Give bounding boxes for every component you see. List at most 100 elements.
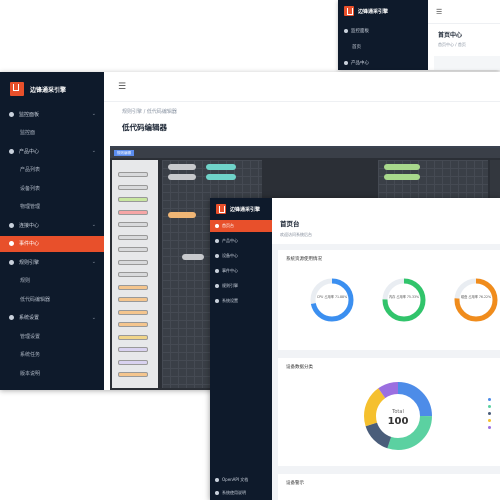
back-breadcrumb: 首页中心 / 首页 — [438, 42, 466, 47]
front-sidebar-item[interactable]: 产品中心 — [210, 235, 272, 247]
sidebar-item[interactable]: 版本说明 — [0, 365, 104, 381]
sidebar-item-label: 管理设置 — [20, 333, 41, 340]
front-sidebar-label: 系统设置 — [222, 298, 238, 303]
back-content-card — [434, 56, 500, 70]
sidebar-item[interactable]: 规则 — [0, 273, 104, 289]
legend-swatch — [488, 405, 491, 408]
sidebar-item[interactable]: 产品列表 — [0, 162, 104, 178]
back-sidebar-item[interactable]: 产品中心 — [344, 60, 369, 66]
palette-node[interactable] — [118, 372, 148, 377]
legend-swatch — [488, 419, 491, 422]
front-page-subtitle: 欢迎访问系统后台 — [280, 232, 312, 237]
sidebar-item[interactable]: 监控面板 ⌄ — [0, 106, 104, 122]
sidebar-item[interactable]: 事件中心 — [0, 235, 104, 252]
sidebar-item-label: 事件中心 — [19, 241, 40, 247]
legend-swatch — [488, 426, 491, 429]
flow-node[interactable] — [182, 254, 204, 260]
flow-node[interactable] — [206, 164, 236, 170]
palette-node[interactable] — [118, 247, 148, 252]
palette-node[interactable] — [118, 334, 148, 340]
flow-node[interactable] — [168, 212, 196, 218]
front-sidebar-item[interactable]: 规则引擎 — [210, 280, 272, 292]
front-page-title: 首页台 — [280, 220, 300, 228]
ring-metric-value: 71.88% — [334, 295, 348, 299]
sidebar-item-label: 物理管理 — [20, 204, 41, 210]
ring-progress — [454, 278, 498, 322]
palette-node[interactable] — [118, 209, 148, 215]
palette-node[interactable] — [118, 272, 148, 277]
device-category-card: 设备数据分类 Total 100 — [278, 358, 500, 466]
flow-node[interactable] — [206, 174, 236, 180]
device-donut-chart: Total 100 — [364, 382, 432, 450]
brand-logo-icon — [10, 82, 24, 96]
ring-metric-label: 磁盘 占用率 — [460, 295, 478, 299]
back-sidebar-label: 产品中心 — [351, 61, 369, 66]
ring-metric-value: 75.33% — [406, 295, 420, 299]
sidebar-item[interactable]: 产品中心 ⌄ — [0, 143, 104, 159]
brand-name: 边锋通采引擎 — [358, 8, 389, 15]
sidebar-item[interactable]: 系统任务 — [0, 347, 104, 363]
palette-node[interactable] — [118, 284, 148, 290]
palette-node[interactable] — [118, 222, 148, 227]
front-sidebar-item[interactable]: 首页台 — [210, 220, 272, 232]
flow-node[interactable] — [168, 174, 196, 180]
ring-metric-label: CPU 占用率 — [316, 295, 334, 299]
sidebar-item-label: 系统设置 — [19, 315, 40, 321]
sidebar-item[interactable]: 物理管理 — [0, 199, 104, 215]
front-sidebar-item[interactable]: 事件中心 — [210, 265, 272, 277]
back-sidebar-label: 首页 — [352, 45, 361, 50]
page-title: 低代码编辑器 — [122, 123, 167, 132]
palette-node[interactable] — [118, 309, 148, 315]
donut-segment — [364, 382, 432, 450]
sidebar-item[interactable]: 设备列表 — [0, 180, 104, 196]
menu-item-icon — [215, 269, 219, 273]
dashboard-icon — [344, 29, 348, 33]
back-sidebar-label: 监控面板 — [351, 29, 369, 34]
sidebar-item[interactable]: 系统设置 ⌄ — [0, 310, 104, 326]
menu-toggle-icon[interactable]: ☰ — [118, 82, 127, 92]
menu-item-icon — [9, 259, 14, 265]
palette-node[interactable] — [118, 197, 148, 202]
palette-node[interactable] — [118, 359, 148, 365]
flow-node[interactable] — [384, 174, 420, 180]
back-sidebar-item[interactable]: 监控面板 — [344, 28, 369, 34]
sidebar-item[interactable]: 监控面 — [0, 125, 104, 141]
menu-item-icon — [215, 239, 219, 243]
front-sidebar-item[interactable]: 设备中心 — [210, 250, 272, 262]
flow-node[interactable] — [384, 164, 420, 170]
palette-node[interactable] — [118, 172, 148, 177]
menu-icon[interactable]: ☰ — [436, 8, 443, 16]
palette-node[interactable] — [118, 234, 148, 240]
legend-swatch — [488, 398, 491, 401]
sidebar-item-label: 规则 — [20, 278, 31, 284]
sidebar-footer-guide[interactable]: 系统使用说明 — [210, 487, 272, 499]
editor-tab[interactable]: 规则编辑 — [114, 150, 134, 156]
sidebar-item[interactable]: 低代码编辑器 — [0, 291, 104, 307]
palette-node[interactable] — [118, 184, 148, 190]
sidebar-footer-label: 系统使用说明 — [222, 490, 246, 495]
flow-node[interactable] — [168, 164, 196, 170]
front-sidebar-item[interactable]: 系统设置 — [210, 295, 272, 307]
usage-ring-svg — [310, 278, 354, 322]
front-window: 边锋通采引擎 首页台 产品中心 设备中心 事件中心 规则引擎 系统设置 OpenAPI 文… — [210, 198, 500, 500]
usage-ring-svg — [454, 278, 498, 322]
sidebar-footer-openapi[interactable]: OpenAPI 文档 — [210, 474, 272, 486]
palette-node[interactable] — [118, 322, 148, 327]
palette-node[interactable] — [118, 347, 148, 352]
brand-logo-icon — [344, 6, 354, 16]
sidebar-item[interactable]: 管理设置 — [0, 328, 104, 344]
doc-icon — [215, 478, 219, 482]
card-title: 设备数据分类 — [286, 365, 313, 370]
sidebar-item[interactable]: 规则引擎 ⌄ — [0, 254, 104, 270]
sidebar-item-label: 规则引擎 — [19, 259, 40, 266]
sidebar-item-label: 产品中心 — [19, 148, 40, 155]
palette-node[interactable] — [118, 297, 148, 302]
card-title: 设备警示 — [286, 481, 304, 486]
help-icon — [215, 491, 219, 495]
ring-label: 磁盘 占用率 76.22% — [452, 295, 500, 299]
palette-node[interactable] — [118, 259, 148, 265]
back-sidebar-item[interactable]: 首页 — [352, 44, 361, 50]
sidebar-item[interactable]: 连接中心 ⌄ — [0, 217, 104, 233]
donut-total-label: Total — [391, 409, 404, 415]
ring-label: 内存 占用率 75.33% — [380, 295, 428, 299]
